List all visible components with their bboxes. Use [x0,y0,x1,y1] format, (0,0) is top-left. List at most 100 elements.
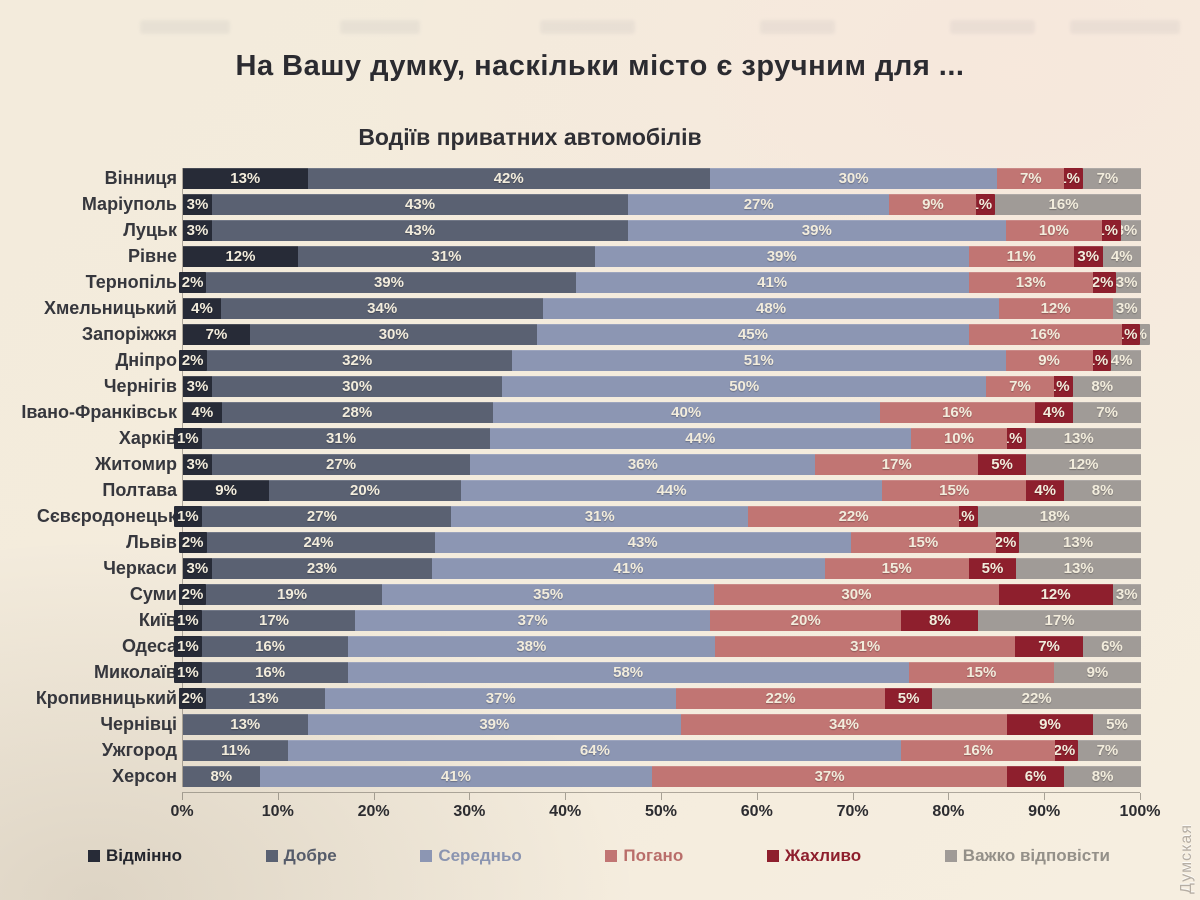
bar-segment-vazhko-vidpovisty: 5% [1093,714,1141,735]
axis-tick [373,793,375,800]
segment-value-label: 9% [215,482,237,499]
segment-value-label: 7% [1009,378,1031,395]
segment-value-label: 13% [1015,274,1046,291]
bar-segment-vidminno: 7% [183,324,251,345]
axis-tick-label: 100% [1119,803,1161,820]
axis-tick-label: 20% [357,803,390,820]
row-bar: 2% 19% 35% 30% 12% 3% [178,584,1141,605]
bar-segment-dobre: 13% [201,688,326,709]
bar-segment-pogano: 15% [908,662,1054,683]
segment-value-label: 6% [1101,638,1123,655]
row-city-label: Маріуполь [81,194,177,214]
axis-tick [182,793,183,800]
bar-segment-vidminno: 4% [183,402,222,423]
axis-tick-label: 30% [453,803,486,820]
segment-value-label: 27% [306,508,337,525]
chart-row: Чернівці 13% 39% 34% 9% 5% [100,714,1142,735]
segment-value-label: 45% [737,326,768,343]
chart-row: Хмельницький 4% 34% 48% 12% 3% [44,298,1142,319]
bar-segment-pogano: 22% [748,506,959,527]
segment-value-label: 27% [743,196,774,213]
segment-value-label: 7% [205,326,228,343]
bar-segment-vazhko-vidpovisty: 12% [1026,454,1141,475]
bar-segment-vidminno: 9% [183,480,270,501]
row-city-label: Тернопіль [85,272,177,292]
chart-row: Ужгород 11% 64% 16% 2% 7% [102,740,1142,761]
bar-segment-pogano: 9% [889,194,977,215]
segment-value-label: 23% [306,560,337,577]
segment-value-label: 31% [326,430,357,447]
bar-segment-dobre: 16% [192,636,348,657]
axis-tick-label: 80% [932,803,965,820]
row-bar: 1% 17% 37% 20% 8% 17% [173,610,1141,631]
segment-value-label: 30% [838,170,869,187]
bar-segment-vazhko-vidpovisty: 6% [1082,636,1141,657]
bar-segment-zhakhlyvo: 5% [884,688,933,709]
row-city-label: Київ [138,610,177,630]
legend: Відмінно Добре Середньо Погано Жахливо Важко … [88,846,1110,866]
segment-value-label: 13% [230,716,261,733]
bar-segment-vazhko-vidpovisty: 3% [1112,584,1141,605]
segment-value-label: 22% [765,690,796,707]
bar-segment-vidminno: 3% [183,454,212,475]
legend-item-pogano: Погано [605,846,683,866]
x-axis-labels: 0% 10% 20% 30% 40% 50% 60% 70% 80% 90% 100% [170,803,1160,829]
bar-segment-pogano: 16% [901,740,1055,761]
row-bar: 3% 27% 36% 17% 5% 12% [183,454,1141,475]
segment-value-label: 37% [485,690,516,707]
bar-segment-pogano: 12% [998,298,1113,319]
bar-segment-pogano: 13% [968,272,1094,293]
segment-value-label: 12% [1040,300,1071,317]
bar-segment-vazhko-vidpovisty: 7% [1073,402,1141,423]
segment-value-label: 43% [627,534,658,551]
bar-segment-dobre: 43% [212,220,629,241]
axis-tick [469,793,471,800]
bar-segment-vidminno: 2% [178,584,207,605]
segment-value-label: 1% [174,636,202,657]
segment-value-label: 16% [255,638,286,655]
segment-value-label: 15% [966,664,997,681]
segment-value-label: 8% [928,612,951,629]
bar-segment-vazhko-vidpovisty: 4% [1102,350,1141,371]
segment-value-label: 28% [342,404,373,421]
bar-segment-pogano: 17% [815,454,979,475]
row-city-label: Дніпро [115,350,177,370]
bar-segment-pogano: 15% [824,558,969,579]
segment-value-label: 1% [174,662,202,683]
photo-bleed-artifact [540,20,635,34]
segment-value-label: 3% [186,196,209,213]
segment-value-label: 2% [178,688,207,709]
bar-segment-dobre: 16% [192,662,348,683]
row-city-label: Рівне [128,246,177,266]
bar-segment-vazhko-vidpovisty: 22% [932,688,1141,709]
bar-segment-vidminno: 2% [178,688,207,709]
bar-segment-dobre: 28% [221,402,493,423]
segment-value-label: 4% [1043,404,1065,421]
segment-value-label: 1% [173,506,202,527]
bar-segment-dobre: 17% [192,610,356,631]
axis-tick [661,793,662,800]
chart-row: Херсон 8% 41% 37% 6% 8% [112,766,1142,787]
segment-value-label: 51% [743,352,774,369]
segment-value-label: 2% [178,532,207,553]
segment-value-label: 11% [1006,248,1036,265]
row-city-label: Львів [126,532,177,552]
legend-swatch-icon [88,850,100,862]
bar-segment-zhakhlyvo: 2% [1088,272,1117,293]
segment-value-label: 39% [373,274,404,291]
photo-bleed-artifact [760,20,835,34]
bar-segment-vazhko-vidpovisty: 13% [1016,558,1141,579]
bar-segment-vazhko-vidpovisty: 7% [1073,740,1141,761]
segment-value-label: 41% [757,274,788,291]
row-city-label: Хмельницький [43,298,177,318]
segment-value-label: 34% [828,716,860,733]
legend-swatch-icon [766,850,779,862]
bar-segment-zhakhlyvo: 5% [968,558,1017,579]
legend-label: Важко відповісти [962,846,1110,865]
row-bar: 8% 41% 37% 6% 8% [183,766,1141,787]
segment-value-label: 8% [1091,482,1114,499]
segment-value-label: 2% [178,350,207,371]
bar-segment-pogano: 9% [1005,350,1093,371]
segment-value-label: 4% [1110,352,1133,369]
